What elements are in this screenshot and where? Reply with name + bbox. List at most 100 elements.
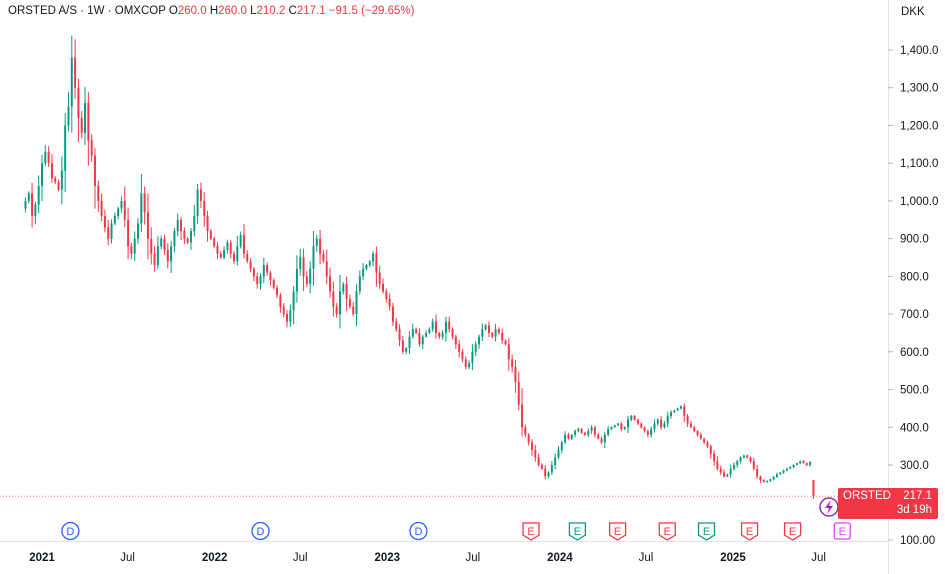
current-price-badge: ORSTED 217.1 3d 19h [838,488,938,519]
candle [365,264,368,271]
candle [279,292,282,313]
candle [772,475,775,481]
candle [375,246,378,287]
svg-text:E: E [703,526,710,538]
candle [332,281,335,317]
candle [140,173,143,232]
x-tick-label: Jul [293,552,308,564]
candle [646,429,649,438]
candle [209,228,212,241]
candle [348,294,351,309]
candle [203,191,206,227]
candle [719,465,722,476]
candle [799,460,802,465]
svg-text:E: E [574,526,581,538]
x-tick-label: Jul [120,552,135,564]
candle [246,250,249,264]
candle [511,354,514,373]
legend-high-value: 260.0 [218,5,247,17]
candle [143,186,146,225]
earnings-marker[interactable]: E [522,522,540,541]
candle [461,349,464,363]
candle [342,282,345,295]
candle [663,420,666,429]
y-tick-label: 100.00 [900,535,935,547]
candle [199,182,202,208]
candle [454,334,457,350]
candle [676,407,679,411]
candle [484,323,487,331]
candle [93,148,96,209]
candle [266,262,269,276]
candle [180,216,183,241]
earnings-marker[interactable]: E [658,522,676,541]
candle [570,433,573,441]
earnings-marker[interactable]: E [568,522,587,541]
candle [593,425,596,438]
candle [385,288,388,303]
candle [789,466,792,470]
currency-unit-label[interactable]: DKK [901,6,925,18]
candle [84,86,87,146]
dividend-marker[interactable]: D [61,521,80,541]
candle [286,310,288,328]
candle [276,285,279,299]
candle [686,413,689,428]
candle [670,410,673,419]
earnings-marker[interactable]: E [833,522,851,540]
earnings-marker[interactable]: E [783,522,802,541]
candle [812,480,815,499]
candle [391,302,394,327]
svg-text:E: E [527,526,534,538]
candle [438,331,441,339]
candle [398,324,401,347]
candle [448,316,451,333]
candle [597,432,600,440]
candle [723,469,726,478]
candle [583,431,586,437]
candle [27,191,30,204]
y-tick-label: 600.0 [900,347,929,359]
candle [805,462,808,466]
candle [345,276,348,311]
earnings-marker[interactable]: E [697,522,716,541]
candle [110,219,113,244]
candle [146,193,149,260]
candle [441,330,444,340]
candle [272,278,275,290]
x-tick-label: Jul [466,552,481,564]
legend-low-label: L [250,5,257,17]
candle [130,242,133,260]
legend-interval[interactable]: 1W [87,5,105,17]
x-tick-label: Jul [639,552,654,564]
candle [782,469,785,474]
earnings-marker[interactable]: E [608,522,627,541]
svg-text:E: E [614,526,621,538]
legend-open-value: 260.0 [177,5,207,17]
dividend-marker[interactable]: D [251,521,270,541]
candle [504,339,507,346]
candle [90,134,93,162]
candle [617,422,620,427]
candle [451,327,454,340]
svg-text:E: E [789,526,796,538]
svg-text:E: E [664,526,671,538]
candle [315,234,318,253]
candle [756,464,759,479]
candle [610,426,613,431]
earnings-marker[interactable]: E [740,522,759,541]
candle [779,472,782,475]
candle [481,323,484,341]
candle [530,439,533,456]
candle [219,251,222,259]
dividend-marker[interactable]: D [409,521,428,541]
legend-change-value: −91.5 (−29.65%) [328,5,415,17]
candle [107,219,110,246]
candle [706,440,709,449]
candle [696,430,699,437]
candle [809,461,812,467]
candle [501,328,504,344]
candle [603,431,606,449]
lightning-icon[interactable] [819,497,839,517]
